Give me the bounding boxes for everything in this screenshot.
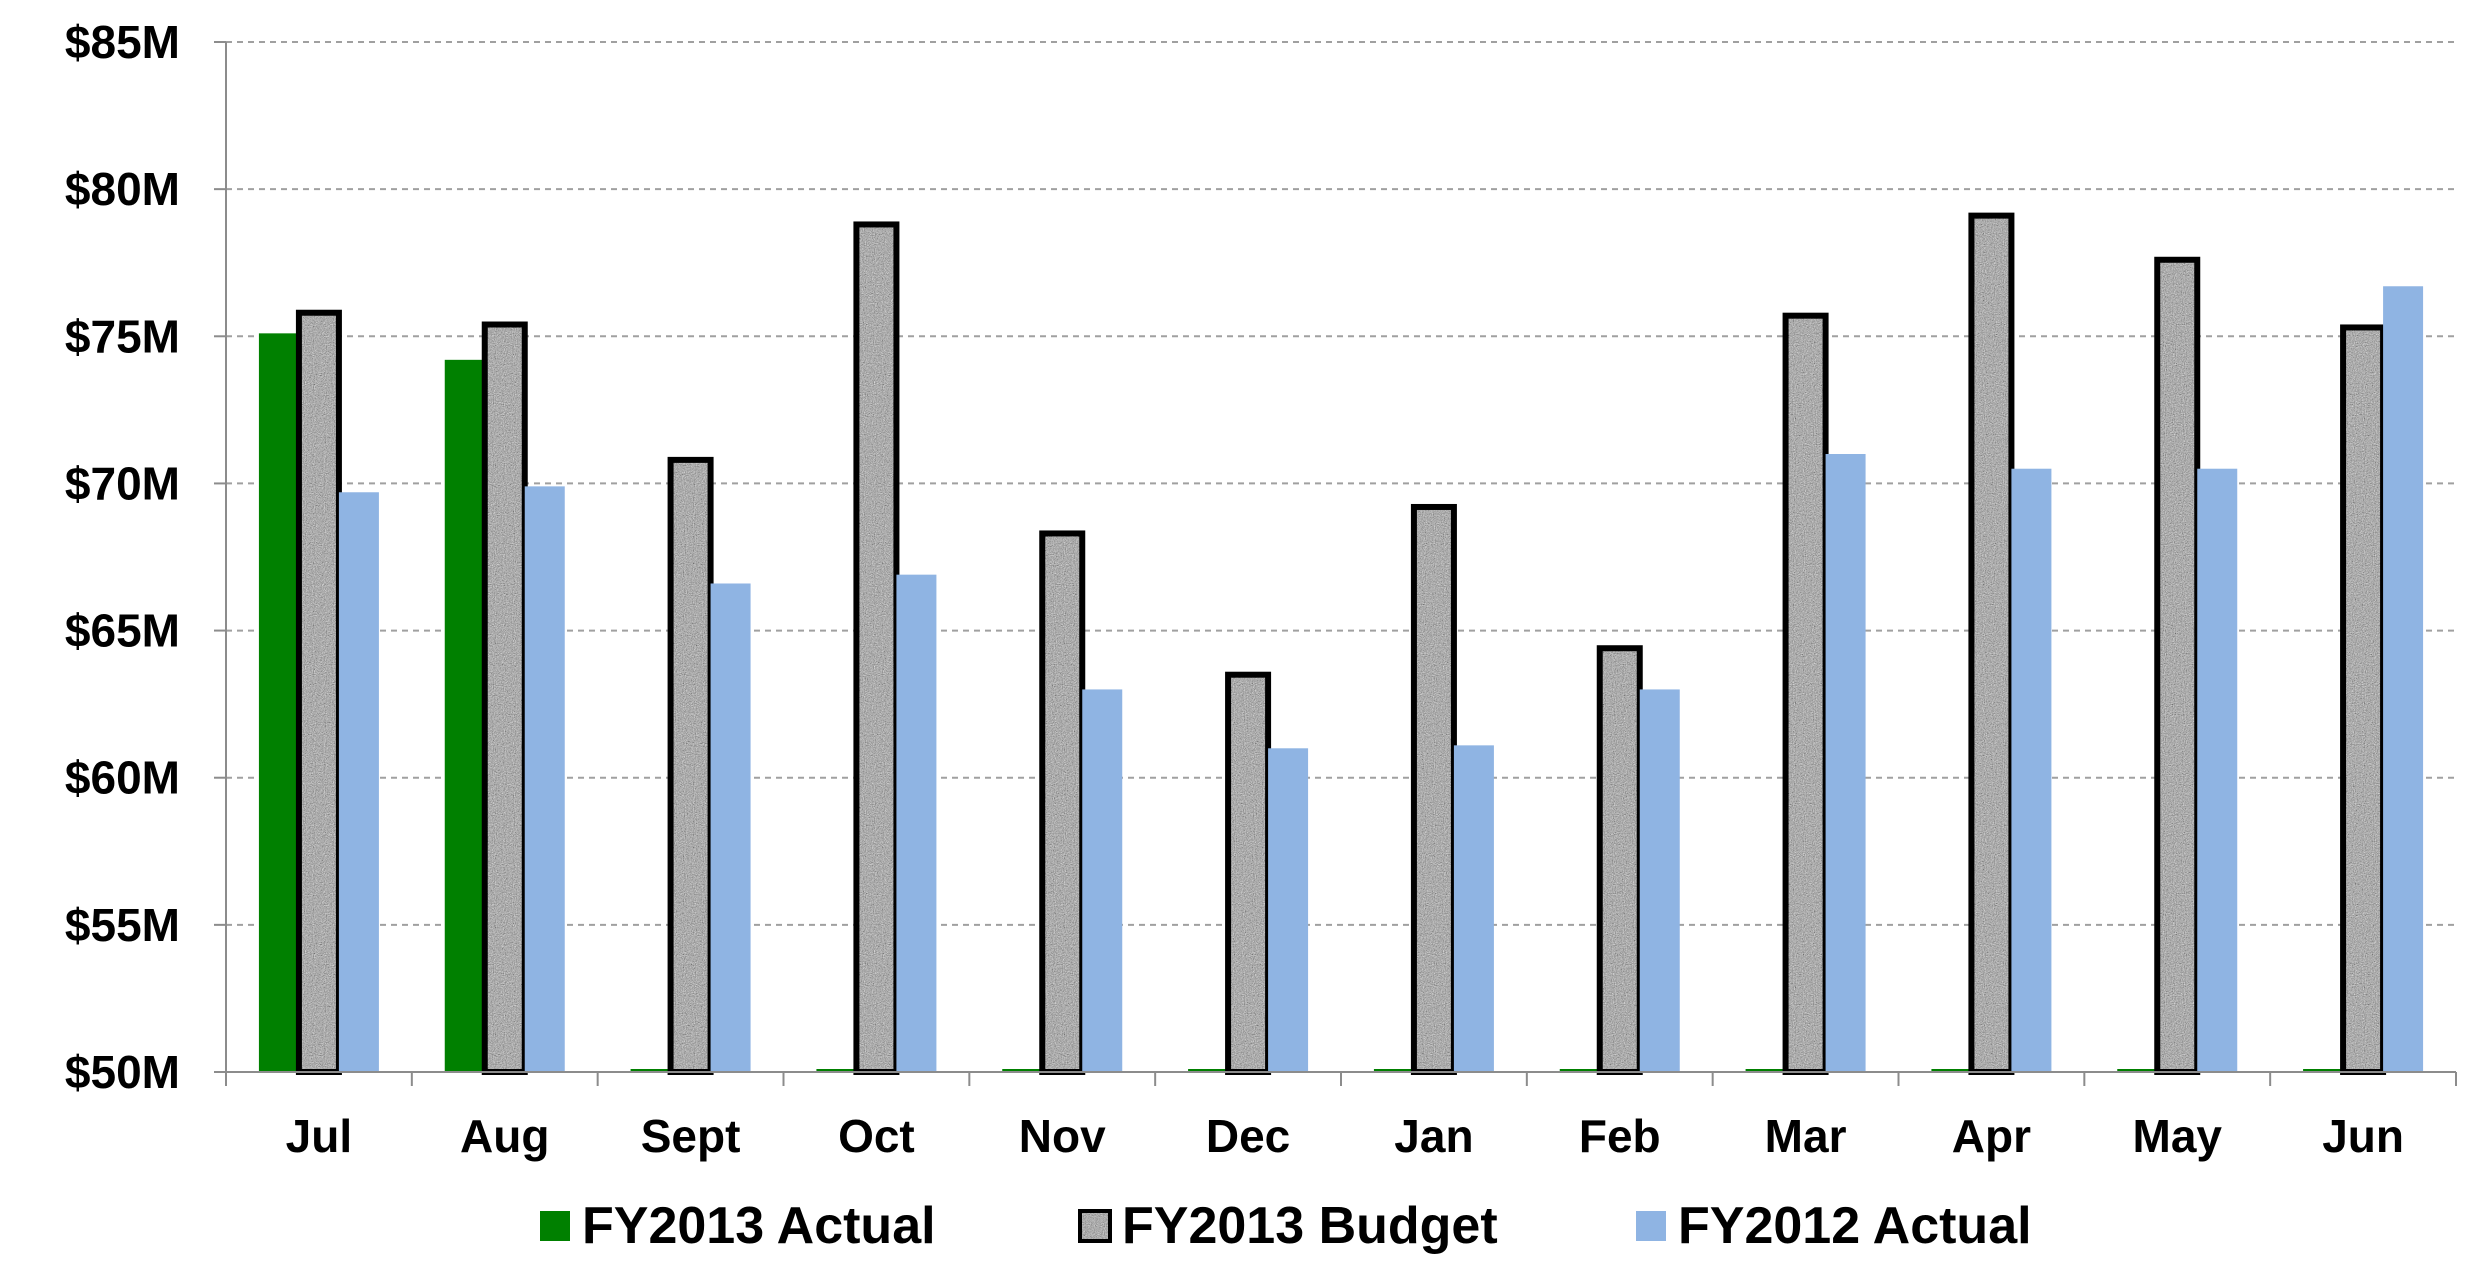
bar-fy2013-actual: [258, 333, 299, 1072]
bar-fy2012-actual: [1082, 689, 1123, 1072]
legend-swatch-fy2012-actual: [1636, 1211, 1666, 1241]
legend-item: FY2013 Actual: [540, 1197, 936, 1255]
x-tick-label: Dec: [1206, 1110, 1290, 1162]
bar-fy2012-actual: [2011, 468, 2052, 1072]
legend-swatch-fy2013-actual: [540, 1211, 570, 1241]
bar-fy2013-actual: [1002, 1069, 1043, 1072]
y-axis-tick-labels: $50M $55M $60M $65M $70M $75M $80M $85M: [65, 16, 180, 1098]
bar-fy2012-actual: [524, 486, 565, 1072]
legend-label: FY2013 Actual: [582, 1197, 936, 1255]
legend-label: FY2012 Actual: [1678, 1197, 2032, 1255]
bar-fy2012-actual: [2197, 468, 2238, 1072]
bar-fy2013-actual: [1931, 1069, 1972, 1072]
x-tick-label: Aug: [460, 1110, 549, 1162]
bar-fy2012-actual: [2383, 286, 2424, 1072]
x-tick-label: Mar: [1765, 1110, 1847, 1162]
legend-swatch-outline: [1078, 1209, 1112, 1243]
axes: [214, 41, 2457, 1086]
bar-fy2013-budget-texture: [1971, 215, 2012, 1073]
bar-fy2012-actual: [1639, 689, 1680, 1072]
legend-label: FY2013 Budget: [1122, 1197, 1498, 1255]
bar-fy2013-budget-texture: [1228, 674, 1269, 1072]
x-axis-tick-labels: Jul Aug Sept Oct Nov Dec Jan Feb Mar Apr May Jun: [286, 1110, 2404, 1162]
x-tick-label: Nov: [1019, 1110, 1106, 1162]
bar-fy2013-actual: [2303, 1069, 2344, 1072]
bar-fy2012-actual: [710, 583, 751, 1072]
legend-swatch-texture: [1080, 1211, 1110, 1241]
bar-fy2013-budget-texture: [1042, 533, 1083, 1072]
x-tick-label: Jul: [286, 1110, 352, 1162]
bar-fy2013-actual: [2117, 1069, 2158, 1072]
bar-fy2012-actual: [1825, 454, 1866, 1072]
y-tick-label: $85M: [65, 16, 180, 68]
y-tick-label: $60M: [65, 752, 180, 804]
bar-fy2013-budget-texture: [670, 459, 711, 1072]
bar-fy2013-actual: [1559, 1069, 1600, 1072]
x-tick-label: Sept: [641, 1110, 741, 1162]
bar-fy2013-actual: [1745, 1069, 1786, 1072]
legend-item: FY2013 Budget: [1078, 1197, 1498, 1255]
bar-fy2013-budget-texture: [856, 224, 897, 1072]
bar-fy2013-budget-texture: [2343, 327, 2384, 1072]
legend: FY2013 Actual FY2013 Budget FY2012 Actual: [540, 1197, 2032, 1255]
bar-fy2013-actual: [816, 1069, 857, 1072]
x-tick-label: Oct: [838, 1110, 915, 1162]
y-tick-label: $80M: [65, 163, 180, 215]
x-tick-label: Jan: [1394, 1110, 1473, 1162]
x-tick-label: Apr: [1952, 1110, 2031, 1162]
x-tick-label: May: [2133, 1110, 2223, 1162]
bar-fy2012-actual: [338, 492, 379, 1072]
bar-fy2013-actual: [630, 1069, 671, 1072]
bar-fy2013-budget-texture: [1413, 506, 1454, 1072]
bars: [258, 212, 2424, 1075]
gridlines: [226, 41, 2456, 926]
bar-fy2013-budget-texture: [484, 324, 525, 1072]
bar-fy2012-actual: [896, 574, 937, 1072]
bar-fy2013-budget-texture: [2157, 259, 2198, 1072]
bar-fy2012-actual: [1453, 745, 1494, 1072]
x-tick-label: Feb: [1579, 1110, 1661, 1162]
bar-fy2012-actual: [1268, 748, 1309, 1072]
y-tick-label: $65M: [65, 605, 180, 657]
bar-fy2013-budget-texture: [1599, 648, 1640, 1072]
y-tick-label: $50M: [65, 1046, 180, 1098]
y-tick-label: $70M: [65, 457, 180, 509]
legend-item: FY2012 Actual: [1636, 1197, 2032, 1255]
bar-fy2013-actual: [1188, 1069, 1229, 1072]
bar-fy2013-budget-texture: [298, 312, 339, 1072]
bar-fy2013-actual: [444, 359, 485, 1072]
bar-fy2013-budget-texture: [1785, 315, 1826, 1073]
bar-fy2013-actual: [1373, 1069, 1414, 1072]
x-tick-label: Jun: [2322, 1110, 2404, 1162]
y-tick-label: $75M: [65, 310, 180, 362]
y-tick-label: $55M: [65, 899, 180, 951]
